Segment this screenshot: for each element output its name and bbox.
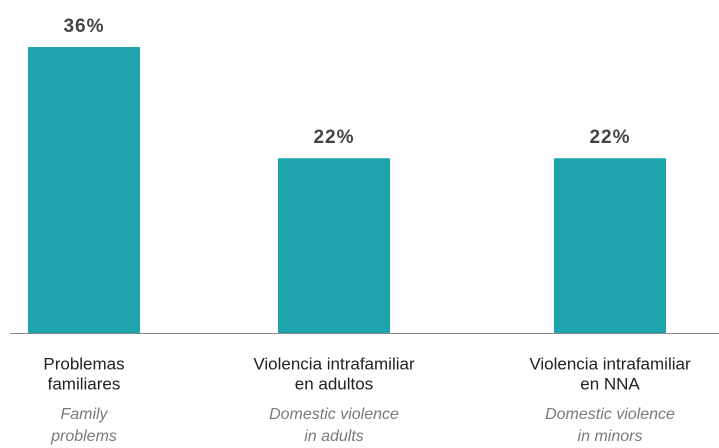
value-label: 36% — [63, 16, 104, 37]
category-label: Problemas — [43, 354, 124, 373]
category-label: en adultos — [295, 374, 373, 393]
category-translation: Family — [60, 406, 108, 423]
category-label: en NNA — [580, 374, 640, 393]
category-translation: problems — [50, 428, 117, 445]
category-label: Violencia intrafamiliar — [253, 354, 415, 373]
category-translation: in minors — [578, 428, 643, 445]
bar — [28, 47, 140, 333]
category-translation: Domestic violence — [269, 406, 399, 423]
category-translation: in adults — [304, 428, 364, 445]
bar — [278, 158, 390, 333]
category-label: familiares — [48, 374, 121, 393]
category-translation: Domestic violence — [545, 406, 675, 423]
category-label: Violencia intrafamiliar — [529, 354, 691, 373]
value-label: 22% — [589, 127, 630, 148]
bar — [554, 158, 666, 333]
value-label: 22% — [313, 127, 354, 148]
